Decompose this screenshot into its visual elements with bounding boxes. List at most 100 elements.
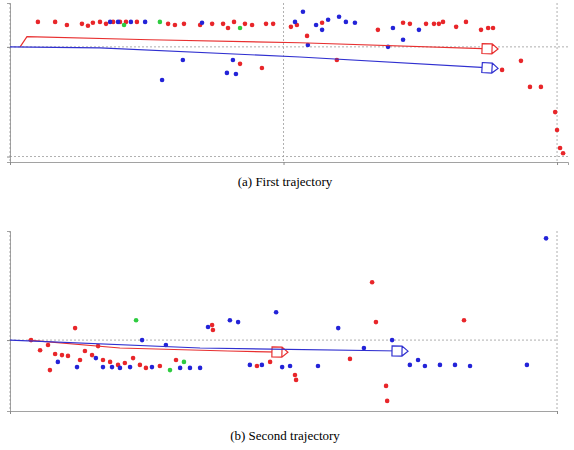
landmark: [438, 363, 443, 368]
landmark: [98, 20, 103, 25]
x-axis: [11, 411, 558, 414]
grid: [10, 231, 557, 411]
landmark: [225, 71, 230, 76]
landmark: [78, 358, 83, 363]
landmark: [255, 364, 260, 369]
landmark: [401, 37, 406, 42]
landmark: [500, 68, 505, 73]
tick-mark: [7, 340, 10, 341]
landmark: [110, 365, 115, 370]
tick: [7, 340, 10, 341]
landmark: [468, 364, 473, 369]
tick: [7, 157, 10, 158]
landmark: [66, 354, 71, 359]
landmark: [274, 310, 279, 315]
landmark: [140, 338, 145, 343]
landmark: [374, 320, 379, 325]
pose-marker: [392, 346, 408, 356]
landmark: [158, 20, 163, 25]
panel: (b) Second trajectory: [7, 231, 558, 443]
landmark: [200, 20, 205, 25]
landmark: [423, 364, 428, 369]
landmark: [250, 23, 255, 28]
landmark: [182, 22, 187, 27]
landmark: [36, 20, 41, 25]
landmark: [160, 78, 165, 83]
landmark: [525, 363, 530, 368]
landmark: [236, 320, 241, 325]
landmark: [238, 26, 243, 31]
landmark: [131, 356, 136, 361]
landmark: [391, 26, 396, 31]
grid: [10, 3, 568, 162]
landmark: [73, 326, 78, 331]
landmark: [211, 328, 216, 333]
grid-line: [10, 340, 557, 341]
axis-line: [11, 412, 558, 415]
tick-mark: [284, 162, 285, 165]
landmark: [158, 364, 163, 369]
landmark: [173, 23, 178, 28]
landmark: [48, 368, 53, 373]
landmark: [432, 22, 437, 27]
landmark: [454, 25, 459, 30]
landmark: [94, 356, 99, 361]
landmark: [336, 326, 341, 331]
landmark: [491, 26, 496, 31]
landmark: [231, 58, 236, 63]
caption: (a) First trajectory: [238, 174, 333, 189]
landmark: [385, 399, 390, 404]
landmark: [288, 364, 293, 369]
landmark: [464, 20, 469, 25]
landmark: [305, 34, 310, 39]
landmark: [91, 20, 96, 25]
tick: [7, 47, 10, 48]
landmark: [320, 28, 325, 33]
landmark: [293, 20, 298, 25]
landmark: [462, 318, 467, 323]
landmark: [326, 17, 331, 22]
grid-line: [557, 3, 558, 162]
tick-mark: [557, 162, 558, 165]
landmark: [123, 361, 128, 366]
grid-line: [10, 156, 568, 157]
landmark: [260, 363, 265, 368]
landmark: [401, 20, 406, 25]
landmark: [101, 365, 106, 370]
landmark: [238, 62, 243, 67]
landmark: [320, 20, 325, 25]
landmark: [390, 338, 395, 343]
landmark: [539, 85, 544, 90]
landmark: [370, 280, 375, 285]
plot-area: [10, 9, 565, 155]
grid-line: [557, 231, 558, 411]
landmark: [166, 22, 171, 27]
landmark: [486, 26, 491, 31]
landmark: [80, 22, 85, 27]
landmark: [150, 365, 155, 370]
landmark: [90, 353, 95, 358]
landmark: [289, 25, 294, 30]
landmark: [243, 22, 248, 27]
plot-area: [10, 236, 548, 403]
landmark: [362, 346, 367, 351]
landmark: [188, 366, 193, 371]
landmark: [46, 343, 51, 348]
landmark: [56, 360, 61, 365]
landmark: [198, 366, 203, 371]
landmark: [260, 66, 265, 71]
landmark: [479, 28, 484, 33]
tick: [557, 411, 558, 414]
landmark: [384, 384, 389, 389]
landmark: [301, 9, 306, 14]
tick: [557, 162, 558, 165]
landmark: [335, 58, 340, 63]
landmark: [519, 59, 524, 64]
tick-mark: [7, 157, 10, 158]
landmark: [128, 365, 133, 370]
pose-marker: [272, 347, 288, 357]
landmark: [293, 373, 298, 378]
landmark: [234, 72, 239, 77]
landmark: [108, 20, 113, 25]
landmark: [226, 26, 231, 31]
